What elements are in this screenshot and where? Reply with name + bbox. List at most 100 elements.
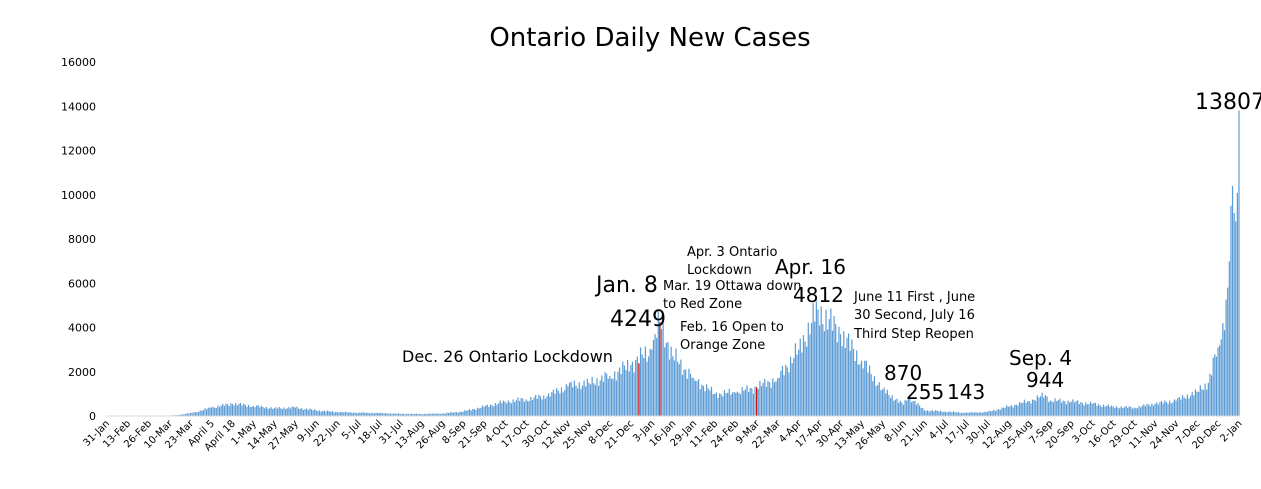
bar	[449, 412, 451, 416]
bar	[451, 412, 453, 416]
bar	[336, 412, 338, 416]
bar	[1096, 405, 1098, 416]
bar	[752, 393, 755, 416]
bar	[860, 360, 863, 416]
bar	[620, 374, 622, 416]
bar	[1065, 404, 1067, 416]
bar	[580, 389, 582, 416]
bar	[952, 411, 955, 416]
bar	[920, 408, 922, 416]
bar	[849, 350, 851, 416]
bar	[201, 410, 203, 416]
bar	[991, 410, 993, 416]
bar	[699, 389, 701, 416]
bar	[375, 412, 377, 416]
bar	[477, 407, 479, 416]
bar	[191, 412, 193, 416]
bar	[318, 410, 321, 416]
bar	[185, 413, 187, 416]
bar	[1202, 389, 1205, 416]
bar	[762, 382, 764, 416]
bar	[378, 413, 380, 416]
bar	[1002, 407, 1005, 416]
bar	[725, 393, 727, 416]
bar	[846, 338, 848, 416]
bar	[246, 406, 248, 416]
bar	[1238, 110, 1240, 416]
bar	[739, 394, 742, 416]
bar	[696, 380, 698, 416]
bar	[549, 396, 551, 416]
bar	[1064, 401, 1066, 416]
bar	[749, 388, 751, 416]
bar	[701, 384, 703, 416]
y-tick-label: 8000	[68, 233, 96, 246]
bar	[543, 395, 545, 416]
bar	[188, 413, 190, 416]
bar	[1228, 261, 1230, 416]
bar	[772, 378, 774, 416]
bar	[568, 382, 571, 416]
bar	[927, 410, 929, 416]
y-tick-label: 14000	[61, 100, 96, 113]
bar	[301, 408, 303, 416]
bar	[970, 411, 972, 416]
bar	[822, 324, 824, 416]
bar	[1004, 407, 1006, 416]
bar	[331, 411, 334, 416]
bar	[1219, 345, 1221, 416]
bar	[1217, 347, 1219, 416]
bar	[1038, 397, 1040, 416]
bar	[949, 411, 951, 416]
bar	[623, 365, 626, 416]
bar	[230, 403, 232, 416]
annotations: Dec. 26 Ontario Lockdown Jan. 8 4249 Apr…	[402, 90, 1261, 404]
bar	[1059, 398, 1061, 416]
bar	[802, 335, 805, 416]
bar	[460, 411, 463, 416]
bar	[1077, 400, 1079, 416]
bar	[815, 301, 817, 416]
bar	[1119, 408, 1121, 416]
bar	[754, 386, 756, 416]
bar	[1006, 405, 1008, 416]
bar	[665, 342, 667, 416]
bar	[817, 309, 819, 416]
bar	[1169, 400, 1171, 416]
bar	[736, 391, 738, 416]
bar	[178, 414, 180, 416]
bar	[1181, 395, 1184, 416]
annotation-reopen-line3: Third Step Reopen	[853, 327, 974, 342]
bar	[207, 407, 209, 416]
bar	[731, 392, 734, 416]
bar	[251, 406, 253, 416]
bar	[436, 413, 438, 416]
bar	[294, 407, 296, 416]
bar	[585, 386, 587, 416]
bar	[894, 399, 897, 416]
bar	[1143, 404, 1145, 416]
bar	[899, 400, 901, 416]
bar	[857, 364, 859, 416]
bar	[330, 411, 332, 416]
bar	[256, 405, 258, 416]
bar	[1177, 398, 1179, 416]
bar	[273, 408, 275, 416]
bar	[1030, 403, 1032, 416]
bar	[896, 398, 898, 416]
bar	[252, 406, 255, 416]
bar	[206, 409, 208, 416]
bar	[1062, 400, 1064, 416]
bar	[394, 413, 396, 416]
bar	[1091, 403, 1093, 416]
bar	[212, 406, 214, 416]
bar	[862, 368, 864, 416]
bar	[612, 378, 614, 416]
bar	[488, 406, 490, 416]
bar	[875, 385, 877, 416]
bar	[1072, 399, 1074, 416]
bar	[688, 368, 690, 416]
bar	[1093, 403, 1095, 416]
bar	[1144, 406, 1147, 416]
